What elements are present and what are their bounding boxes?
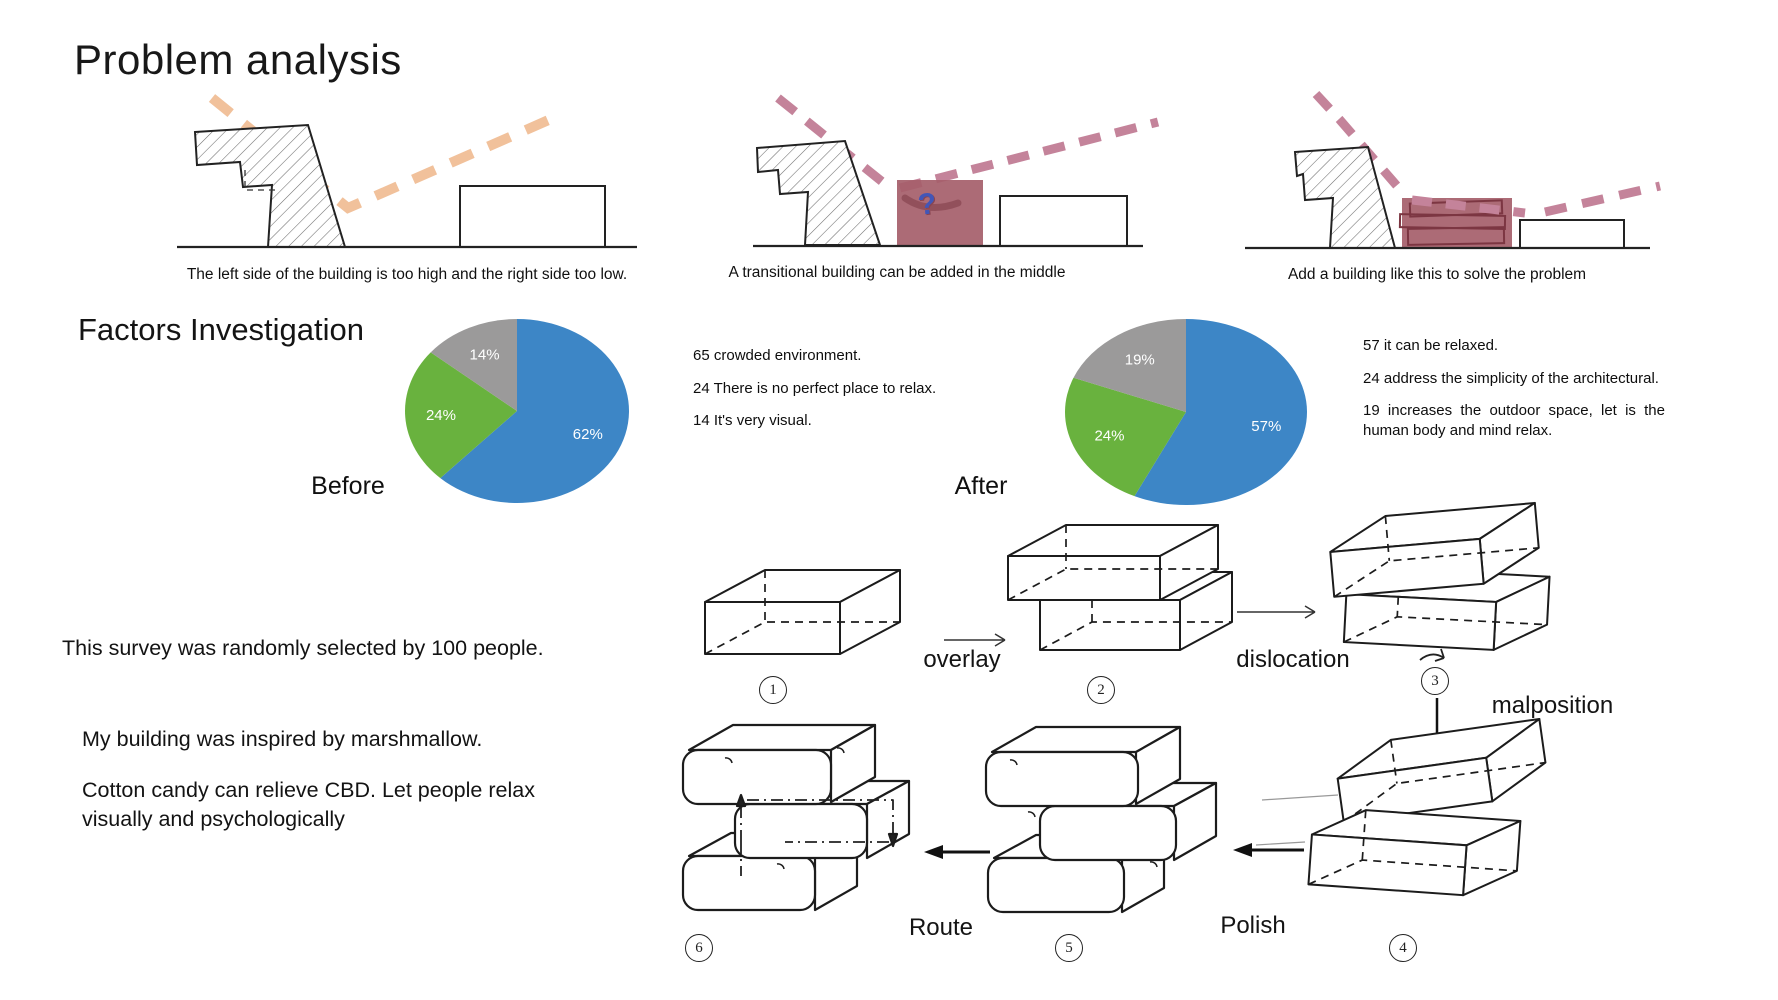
pie-slice bbox=[405, 352, 517, 479]
pie-after-label: After bbox=[954, 472, 1008, 500]
tall-building-sketch bbox=[1293, 145, 1397, 249]
pie-slice bbox=[1065, 377, 1186, 497]
pie-slice-percent-label: 24% bbox=[426, 407, 456, 424]
transition-label-dislocation: dislocation bbox=[1236, 646, 1350, 673]
low-building-sketch bbox=[459, 185, 606, 248]
note-before-3: 14 It's very visual. bbox=[693, 412, 812, 429]
section-heading: Factors Investigation bbox=[78, 312, 365, 347]
step-number-2: 2 bbox=[1087, 676, 1115, 704]
pie-before-label: Before bbox=[311, 472, 385, 500]
sketch-caption-3: Add a building like this to solve the pr… bbox=[1287, 266, 1587, 283]
massing-step-6 bbox=[681, 723, 911, 912]
massing-step-1 bbox=[704, 569, 901, 655]
step-arrow-4-5 bbox=[1233, 843, 1304, 857]
pie-slice bbox=[1134, 319, 1307, 505]
transition-label-malposition: malposition bbox=[1491, 692, 1614, 719]
pie-slice-percent-label: 24% bbox=[1094, 427, 1124, 444]
skyline-dashed-line-pink-down bbox=[1312, 90, 1408, 197]
skyline-dashed-line-pink-up bbox=[898, 117, 1160, 193]
pie-slice-percent-label: 57% bbox=[1251, 418, 1281, 435]
sketch-caption-2: A transitional building can be added in … bbox=[728, 264, 1066, 281]
pie-slice bbox=[1073, 319, 1186, 412]
inspiration-statement-2: Cotton candy can relieve CBD. Let people… bbox=[82, 778, 535, 832]
inspiration-statement-1: My building was inspired by marshmallow. bbox=[82, 727, 483, 751]
note-before-2: 24 There is no perfect place to relax. bbox=[693, 379, 937, 397]
note-after-1: 57 it can be relaxed. bbox=[1363, 337, 1499, 354]
note-after-2: 24 address the simplicity of the archite… bbox=[1363, 369, 1659, 387]
sketch-transition-question bbox=[753, 94, 1160, 248]
pie-slice-percent-label: 19% bbox=[1125, 352, 1155, 369]
transitional-building-block bbox=[897, 180, 983, 246]
route-dashdot-path bbox=[740, 799, 894, 876]
survey-statement: This survey was randomly selected by 100… bbox=[62, 636, 544, 660]
step-number-4: 4 bbox=[1389, 934, 1417, 962]
tall-building-sketch bbox=[193, 123, 347, 248]
question-mark: ? bbox=[916, 187, 938, 222]
note-after-3: 19 increases the outdoor space, let is t… bbox=[1363, 402, 1665, 439]
skyline-dashed-line-pink-flat bbox=[1411, 195, 1526, 218]
pie-slice bbox=[430, 319, 517, 411]
low-building-sketch bbox=[1519, 219, 1625, 249]
pie-chart-before: 62% 24% 14% bbox=[405, 319, 629, 503]
massing-step-3 bbox=[1329, 501, 1551, 651]
transition-label-polish: Polish bbox=[1220, 912, 1286, 939]
transition-label-route: Route bbox=[908, 914, 974, 941]
note-before-1: 65 crowded environment. bbox=[693, 347, 862, 364]
pie-slice-percent-label: 62% bbox=[573, 426, 603, 443]
before-notes: 65 crowded environment. 24 There is no p… bbox=[693, 346, 955, 444]
massing-step-4 bbox=[1255, 718, 1547, 897]
sketch-problem bbox=[177, 94, 637, 249]
massing-step-2 bbox=[1007, 524, 1233, 651]
low-building-sketch bbox=[999, 195, 1128, 247]
skyline-dashed-line-pink-down bbox=[775, 94, 893, 192]
tall-building-sketch bbox=[755, 139, 882, 246]
step-number-1: 1 bbox=[759, 676, 787, 704]
page-title: Problem analysis bbox=[74, 36, 402, 83]
step-arrow-2-3 bbox=[1237, 605, 1316, 619]
transition-label-overlay: overlay bbox=[923, 646, 1001, 673]
step-number-3: 3 bbox=[1421, 667, 1449, 695]
massing-step-5 bbox=[984, 725, 1218, 914]
rotate-squiggle-icon bbox=[1419, 648, 1445, 662]
step-number-5: 5 bbox=[1055, 934, 1083, 962]
sketch-solution bbox=[1245, 90, 1661, 250]
pie-slice bbox=[440, 319, 629, 503]
skyline-dashed-line-pink-rise bbox=[1544, 181, 1661, 217]
pie-chart-after: 57% 24% 19% bbox=[1065, 319, 1307, 505]
sketch-caption-1: The left side of the building is too hig… bbox=[186, 266, 628, 283]
step-number-6: 6 bbox=[685, 934, 713, 962]
step-arrow-1-2 bbox=[944, 633, 1006, 647]
step-arrow-5-6 bbox=[924, 845, 990, 859]
after-notes: 57 it can be relaxed. 24 address the sim… bbox=[1363, 336, 1665, 453]
pie-slice-percent-label: 14% bbox=[470, 346, 500, 363]
